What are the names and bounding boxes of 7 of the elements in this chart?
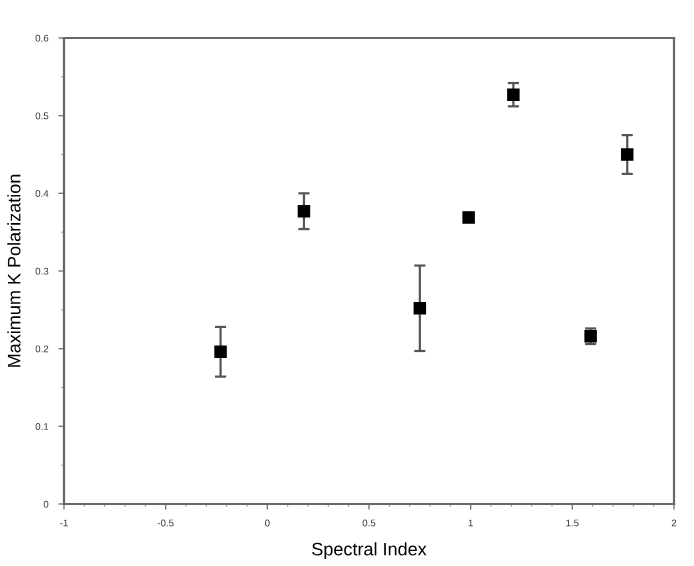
point [297, 204, 311, 218]
point [413, 302, 427, 315]
y-axis-title: Maximum K Polarization [7, 174, 21, 367]
x-axis-title: Spectral Index [312, 542, 427, 560]
point [507, 88, 520, 101]
point [620, 148, 634, 161]
point [214, 345, 227, 359]
